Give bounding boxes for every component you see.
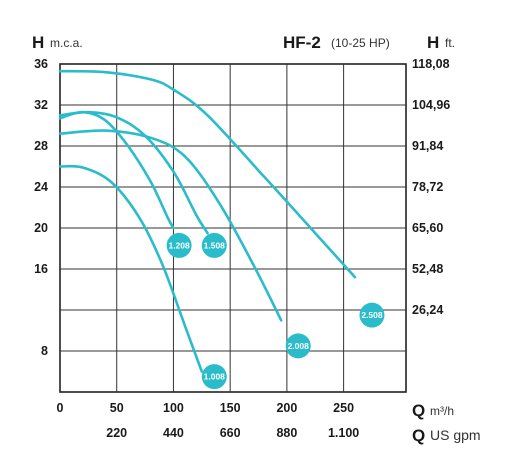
y-tick-label: 36: [34, 57, 48, 71]
series-label-1-508: 1.508: [204, 240, 226, 250]
series-line-2-008: [58, 129, 283, 322]
x-secondary-tick-label: 220: [106, 426, 127, 440]
x-secondary-unit: US gpm: [430, 427, 481, 443]
y-right-tick-label: 104,96: [412, 98, 450, 112]
x-tick-label: 150: [220, 401, 241, 415]
y-right-tick-label: 118,08: [412, 57, 450, 71]
x-tick-label: 200: [276, 401, 297, 415]
y-right-unit: ft.: [445, 36, 455, 50]
x-secondary-symbol: Q: [412, 426, 425, 445]
series-badge-1-008: [201, 364, 227, 390]
chart-subtitle: (10-25 HP): [331, 36, 390, 50]
y-tick-label: 32: [34, 98, 48, 112]
series-label-1-008: 1.008: [204, 372, 226, 382]
x-secondary-tick-label: 1.100: [328, 426, 359, 440]
series-label-1-208: 1.208: [168, 240, 190, 250]
x-tick-label: 250: [333, 401, 354, 415]
y-right-tick-label: 52,48: [412, 262, 443, 276]
x-tick-label: 0: [57, 401, 64, 415]
x-secondary-tick-label: 660: [220, 426, 241, 440]
chart-title: HF-2: [283, 33, 321, 52]
y-tick-label: 20: [34, 221, 48, 235]
x-primary-unit: m³/h: [430, 404, 454, 418]
series-badge-2-508: [359, 302, 385, 328]
series-label-2-008: 2.008: [288, 341, 310, 351]
series-badge-1-208: [166, 232, 192, 258]
y-left-unit: m.c.a.: [50, 36, 83, 50]
y-tick-label: 16: [34, 262, 48, 276]
y-right-tick-label: 65,60: [412, 221, 443, 235]
y-left-symbol: H: [32, 33, 44, 52]
series-badge-1-508: [201, 232, 227, 258]
y-tick-label: 28: [34, 139, 48, 153]
series-line-1-008: [58, 164, 204, 373]
y-right-symbol: H: [427, 33, 439, 52]
series-line-2-508: [58, 69, 357, 279]
curves: [58, 69, 357, 373]
series-badge-2-008: [285, 333, 311, 359]
x-tick-label: 50: [110, 401, 124, 415]
tick-labels: 8 16 20 24 28 32 36 26,24 52,48 65,60 78,72 91,84 10…: [34, 57, 450, 440]
y-tick-label: 8: [41, 344, 48, 358]
y-tick-label: 24: [34, 180, 48, 194]
series-label-2-508: 2.508: [361, 310, 383, 320]
x-secondary-tick-label: 440: [163, 426, 184, 440]
y-right-tick-label: 26,24: [412, 303, 443, 317]
x-secondary-tick-label: 880: [276, 426, 297, 440]
y-right-tick-label: 78,72: [412, 180, 443, 194]
y-right-tick-label: 91,84: [412, 139, 443, 153]
x-tick-label: 100: [163, 401, 184, 415]
badges: 1.008 1.208 1.508 2.008 2.508: [166, 232, 385, 390]
x-primary-symbol: Q: [412, 401, 425, 420]
